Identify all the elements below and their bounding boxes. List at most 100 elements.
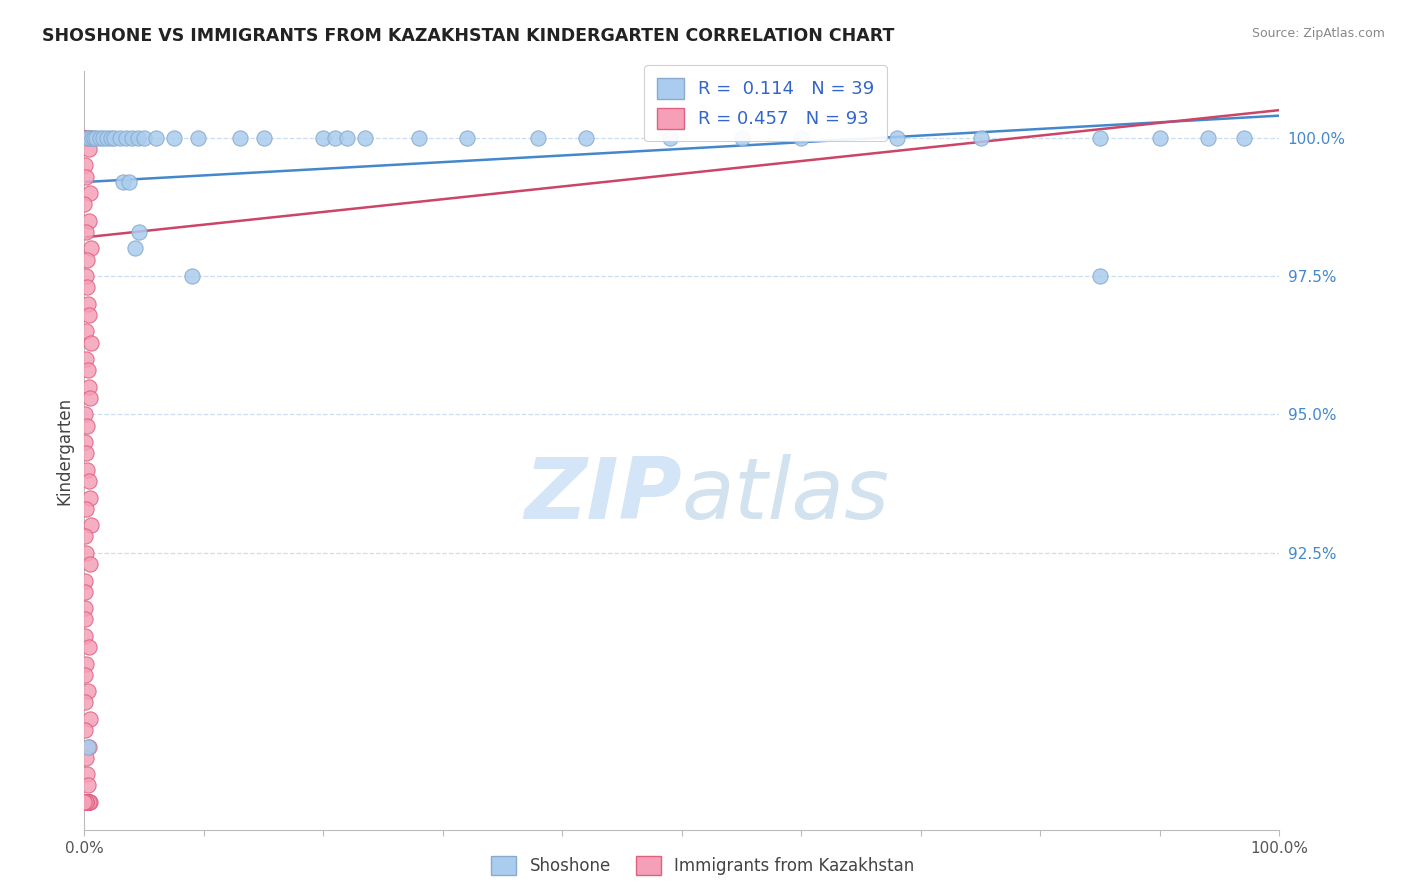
Point <box>73 795 96 809</box>
Point <box>75 795 97 809</box>
Point <box>75 529 97 543</box>
Point <box>527 130 550 145</box>
Point <box>1090 269 1112 284</box>
Point <box>76 297 98 311</box>
Point <box>76 795 98 809</box>
Point <box>75 629 97 643</box>
Point <box>76 767 98 781</box>
Text: SHOSHONE VS IMMIGRANTS FROM KAZAKHSTAN KINDERGARTEN CORRELATION CHART: SHOSHONE VS IMMIGRANTS FROM KAZAKHSTAN K… <box>42 27 894 45</box>
Point <box>163 130 186 145</box>
Point <box>80 518 103 533</box>
Point <box>79 557 101 571</box>
Point <box>75 750 97 764</box>
Point <box>75 130 97 145</box>
Point <box>73 795 96 809</box>
Point <box>76 130 98 145</box>
Point <box>77 130 100 145</box>
Point <box>1090 130 1112 145</box>
Point <box>75 130 97 145</box>
Point <box>73 795 96 809</box>
Point <box>77 214 100 228</box>
Point <box>187 130 209 145</box>
Point <box>77 795 100 809</box>
Point <box>181 269 204 284</box>
Point <box>75 325 97 339</box>
Point <box>77 795 100 809</box>
Point <box>659 130 682 145</box>
Point <box>75 795 97 809</box>
Point <box>75 795 97 809</box>
Point <box>75 501 97 516</box>
Point <box>79 142 101 156</box>
Point <box>325 130 347 145</box>
Point <box>75 795 97 809</box>
Point <box>115 130 138 145</box>
Point <box>79 335 101 350</box>
Point <box>103 130 125 145</box>
Point <box>73 795 96 809</box>
Point <box>790 130 813 145</box>
Point <box>124 242 146 256</box>
Point <box>73 158 96 172</box>
Point <box>76 280 98 294</box>
Point <box>229 130 252 145</box>
Point <box>79 795 101 809</box>
Point <box>77 363 100 377</box>
Point <box>408 130 430 145</box>
Point <box>83 130 105 145</box>
Point <box>76 795 98 809</box>
Point <box>77 795 100 809</box>
Point <box>110 130 132 145</box>
Legend: Shoshone, Immigrants from Kazakhstan: Shoshone, Immigrants from Kazakhstan <box>484 847 922 884</box>
Point <box>336 130 359 145</box>
Point <box>73 197 96 211</box>
Point <box>75 795 97 809</box>
Point <box>75 225 97 239</box>
Point <box>75 795 97 809</box>
Point <box>80 130 103 145</box>
Point <box>77 640 100 654</box>
Point <box>79 130 101 145</box>
Point <box>76 252 98 267</box>
Point <box>77 380 100 394</box>
Point <box>73 130 96 145</box>
Point <box>111 175 134 189</box>
Point <box>75 695 97 709</box>
Point <box>73 667 96 681</box>
Point <box>79 130 101 145</box>
Text: ZIP: ZIP <box>524 454 682 538</box>
Point <box>75 795 97 809</box>
Point <box>312 130 335 145</box>
Point <box>79 712 101 726</box>
Point <box>76 418 98 433</box>
Point <box>73 795 96 809</box>
Point <box>77 795 100 809</box>
Point <box>75 574 97 588</box>
Point <box>75 657 97 671</box>
Point <box>75 352 97 367</box>
Point <box>96 130 118 145</box>
Text: atlas: atlas <box>682 454 890 538</box>
Point <box>77 130 100 145</box>
Point <box>76 130 98 145</box>
Point <box>79 186 101 200</box>
Point <box>1233 130 1256 145</box>
Point <box>117 175 139 189</box>
Point <box>121 130 143 145</box>
Point <box>73 584 96 599</box>
Point <box>75 130 97 145</box>
Point <box>77 739 100 754</box>
Point <box>73 130 96 145</box>
Point <box>456 130 478 145</box>
Point <box>575 130 598 145</box>
Point <box>77 795 100 809</box>
Point <box>76 795 98 809</box>
Point <box>73 612 96 626</box>
Point <box>75 130 97 145</box>
Point <box>77 684 100 698</box>
Point <box>75 169 97 184</box>
Point <box>75 130 97 145</box>
Point <box>75 130 97 145</box>
Point <box>75 130 97 145</box>
Point <box>75 795 97 809</box>
